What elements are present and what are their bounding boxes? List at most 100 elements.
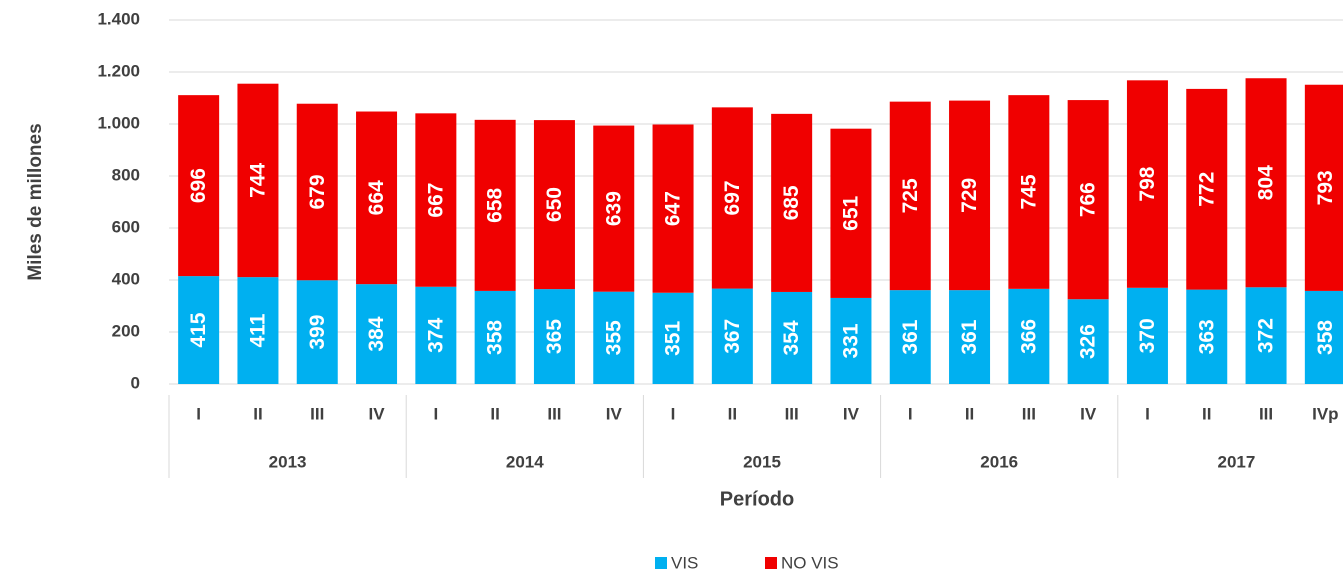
bar-segment [178, 95, 220, 277]
bar-segment [1126, 80, 1168, 288]
x-tick-label: II [728, 404, 737, 423]
legend-swatch [655, 557, 667, 569]
bar-segment [533, 289, 575, 384]
x-tick-label: I [196, 404, 201, 423]
data-label: 729 [958, 178, 981, 213]
x-tick-label: I [1145, 404, 1150, 423]
data-label: 685 [780, 185, 803, 220]
bar-segment [1067, 299, 1109, 384]
bar-segment [1186, 88, 1228, 290]
group-label: 2013 [269, 452, 307, 471]
x-tick-label: II [1202, 404, 1211, 423]
legend-label: NO VIS [781, 553, 839, 571]
bar-segment [1304, 84, 1343, 291]
x-tick-label: III [547, 404, 561, 423]
data-label: 331 [839, 323, 862, 358]
x-axis-title: Período [720, 488, 794, 510]
bar-segment [237, 83, 279, 278]
bar-segment [830, 297, 872, 384]
data-label: 363 [1195, 319, 1218, 354]
bar-segment [237, 277, 279, 384]
bar-segment [652, 292, 694, 384]
data-label: 361 [899, 319, 922, 354]
x-tick-label: III [1022, 404, 1036, 423]
data-label: 639 [602, 191, 625, 226]
bar-segment [1245, 287, 1287, 384]
y-tick-label: 1.000 [97, 113, 140, 132]
bar-segment [356, 111, 398, 285]
bar-segment [296, 280, 338, 384]
x-tick-label: III [785, 404, 799, 423]
bar-segment [889, 101, 931, 291]
bar-segment [1186, 289, 1228, 384]
bar-segment [711, 107, 753, 289]
bar-segment [889, 290, 931, 384]
x-tick-label: II [253, 404, 262, 423]
data-label: 366 [1017, 319, 1040, 354]
bar-segment [296, 103, 338, 281]
data-label: 415 [187, 312, 210, 347]
bar-segment [474, 290, 516, 384]
x-tick-label: I [671, 404, 676, 423]
y-tick-label: 1.200 [97, 61, 140, 80]
data-label: 354 [780, 320, 803, 355]
data-label: 326 [1077, 324, 1100, 359]
y-tick-label: 200 [112, 321, 140, 340]
y-tick-label: 800 [112, 165, 140, 184]
data-label: 384 [365, 316, 388, 351]
data-label: 365 [543, 319, 566, 354]
legend-swatch [765, 557, 777, 569]
data-label: 793 [1314, 170, 1337, 205]
group-label: 2015 [743, 452, 781, 471]
bar-segment [830, 128, 872, 298]
data-label: 658 [484, 188, 507, 223]
data-label: 679 [306, 174, 329, 209]
x-tick-label: I [433, 404, 438, 423]
bar-segment [356, 284, 398, 384]
data-label: 650 [543, 187, 566, 222]
x-tick-label: III [310, 404, 324, 423]
data-label: 370 [1136, 318, 1159, 353]
data-label: 772 [1195, 172, 1218, 207]
x-tick-label: IV [1080, 404, 1097, 423]
data-label: 745 [1017, 174, 1040, 209]
x-tick-label: II [965, 404, 974, 423]
x-tick-label: III [1259, 404, 1273, 423]
bar-segment [474, 119, 516, 291]
data-label: 399 [306, 315, 329, 350]
group-label: 2014 [506, 452, 544, 471]
x-tick-label: IVp [1312, 404, 1338, 423]
y-tick-label: 0 [131, 373, 140, 392]
x-tick-label: II [490, 404, 499, 423]
legend-label: VIS [671, 553, 698, 571]
x-tick-label: IV [606, 404, 623, 423]
data-label: 744 [246, 163, 269, 198]
data-label: 697 [721, 180, 744, 215]
y-axis-title: Miles de millones [25, 123, 46, 280]
bar-segment [533, 120, 575, 290]
x-tick-label: IV [843, 404, 860, 423]
data-label: 372 [1255, 318, 1278, 353]
x-tick-label: IV [369, 404, 386, 423]
data-label: 664 [365, 180, 388, 215]
bar-segment [771, 291, 813, 384]
bar-segment [415, 113, 457, 287]
data-label: 351 [662, 321, 685, 356]
y-tick-label: 1.400 [97, 9, 140, 28]
data-label: 725 [899, 178, 922, 213]
data-label: 798 [1136, 166, 1159, 201]
data-label: 647 [662, 191, 685, 226]
data-label: 374 [424, 318, 447, 353]
bar-segment [593, 291, 635, 384]
data-label: 696 [187, 168, 210, 203]
bar-segment [949, 100, 991, 291]
data-label: 355 [602, 320, 625, 355]
bar-segment [1008, 95, 1050, 289]
data-label: 358 [1314, 320, 1337, 355]
bar-segment [593, 125, 635, 292]
bar-segment [711, 288, 753, 384]
bar-segment [1304, 290, 1343, 384]
data-label: 651 [839, 195, 862, 230]
data-label: 411 [246, 313, 269, 347]
